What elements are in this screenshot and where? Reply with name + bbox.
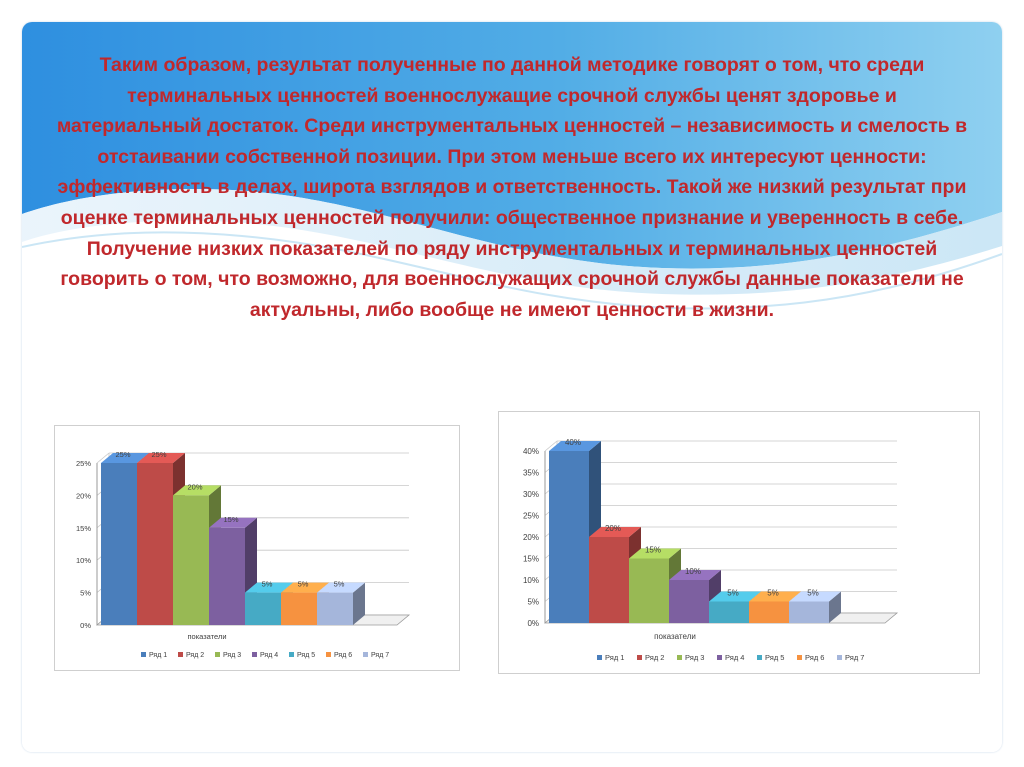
bar-top-6 [749, 591, 801, 602]
data-label-4: 10% [685, 567, 701, 576]
bar-1 [549, 451, 589, 623]
legend-swatch-2 [178, 652, 183, 657]
chart-right: 0% 5% 10% 15% 20% 25% 30% 35% 40% 40% 20% 15% 10% 5% 5… [498, 411, 980, 674]
y-tick-label: 40% [523, 447, 539, 456]
bar-2 [589, 537, 629, 623]
legend-swatch-1 [141, 652, 146, 657]
legend-swatch-5 [289, 652, 294, 657]
bar-1 [101, 463, 137, 625]
bar-top-7 [789, 591, 841, 602]
legend-label-4: Ряд 4 [725, 653, 744, 662]
data-label-7: 5% [807, 589, 819, 598]
bar-7 [789, 601, 829, 623]
x-axis-label: показатели [654, 632, 696, 641]
legend-label-7: Ряд 7 [845, 653, 864, 662]
bar-3 [629, 558, 669, 623]
bar-top-5 [709, 591, 761, 602]
legend-label-7: Ряд 7 [371, 652, 389, 659]
legend-swatch-6 [326, 652, 331, 657]
bar-top-3 [629, 548, 681, 559]
legend-label-1: Ряд 1 [605, 653, 624, 662]
data-label-1: 25% [115, 450, 130, 459]
bar-top-5 [245, 582, 293, 593]
legend-label-4: Ряд 4 [260, 652, 278, 659]
chart-right-svg: 0% 5% 10% 15% 20% 25% 30% 35% 40% 40% 20% 15% 10% 5% 5… [523, 438, 899, 662]
bar-6 [281, 592, 317, 625]
data-label-1: 40% [565, 438, 581, 447]
legend-swatch-3 [677, 655, 682, 660]
bar-top-2 [137, 453, 185, 463]
legend-swatch-2 [637, 655, 642, 660]
gridline-side [544, 440, 558, 452]
legend-label-3: Ряд 3 [685, 653, 704, 662]
legend-label-6: Ряд 6 [334, 652, 352, 659]
legend-label-5: Ряд 5 [765, 653, 784, 662]
legend-swatch-7 [837, 655, 842, 660]
y-tick-label: 20% [76, 491, 91, 500]
chart-left: 0% 5% 10% 15% 20% 25% 25% 25% 20% 15% 5% 5% 5% показа… [54, 425, 460, 671]
y-tick-label: 15% [76, 524, 91, 533]
y-tick-label: 5% [80, 589, 91, 598]
bar-4 [209, 527, 245, 625]
y-tick-label: 5% [527, 598, 539, 607]
data-label-2: 20% [605, 524, 621, 533]
legend-swatch-3 [215, 652, 220, 657]
legend-label-2: Ряд 2 [186, 652, 204, 659]
gridline-side [96, 452, 110, 464]
bar-top-4 [669, 570, 721, 580]
legend-label-1: Ряд 1 [149, 652, 167, 659]
legend-swatch-1 [597, 655, 602, 660]
bar-side-7 [353, 582, 365, 625]
legend-swatch-4 [252, 652, 257, 657]
bar-side-7 [829, 591, 841, 623]
data-label-4: 15% [223, 515, 238, 524]
bar-top-1 [549, 441, 601, 451]
data-label-2: 25% [151, 450, 166, 459]
y-tick-label: 0% [80, 621, 91, 630]
bar-top-3 [173, 485, 221, 496]
bar-top-6 [281, 582, 329, 593]
legend-swatch-6 [797, 655, 802, 660]
legend-label-3: Ряд 3 [223, 652, 241, 659]
y-tick-label: 35% [523, 469, 539, 478]
legend-label-5: Ряд 5 [297, 652, 315, 659]
y-tick-label: 30% [523, 490, 539, 499]
data-label-3: 20% [187, 482, 202, 491]
bar-4 [669, 580, 709, 623]
y-tick-label: 10% [523, 576, 539, 585]
legend-label-6: Ряд 6 [805, 653, 824, 662]
legend-swatch-5 [757, 655, 762, 660]
y-tick-label: 20% [523, 533, 539, 542]
data-label-5: 5% [262, 580, 273, 589]
legend-swatch-7 [363, 652, 368, 657]
bar-top-1 [101, 453, 149, 463]
data-label-7: 5% [334, 580, 345, 589]
y-tick-label: 25% [523, 512, 539, 521]
slide-body-text: Таким образом, результат полученные по д… [56, 54, 968, 321]
chart-left-svg: 0% 5% 10% 15% 20% 25% 25% 25% 20% 15% 5% 5% 5% показа… [76, 450, 411, 659]
slide: Таким образом, результат полученные по д… [22, 22, 1002, 752]
bar-6 [749, 601, 789, 623]
y-tick-label: 25% [76, 459, 91, 468]
bar-5 [245, 592, 281, 625]
bar-top-4 [209, 517, 257, 528]
y-tick-label: 15% [523, 555, 539, 564]
legend-swatch-4 [717, 655, 722, 660]
bar-top-7 [317, 582, 365, 593]
data-label-3: 15% [645, 546, 661, 555]
y-tick-label: 10% [76, 556, 91, 565]
data-label-6: 5% [767, 589, 779, 598]
x-axis-label: показатели [187, 632, 226, 641]
data-label-6: 5% [298, 580, 309, 589]
bar-2 [137, 463, 173, 625]
bar-3 [173, 495, 209, 625]
data-label-5: 5% [727, 589, 739, 598]
y-tick-label: 0% [527, 619, 539, 628]
bar-5 [709, 601, 749, 623]
legend-label-2: Ряд 2 [645, 653, 664, 662]
bar-7 [317, 592, 353, 625]
bar-top-2 [589, 527, 641, 537]
